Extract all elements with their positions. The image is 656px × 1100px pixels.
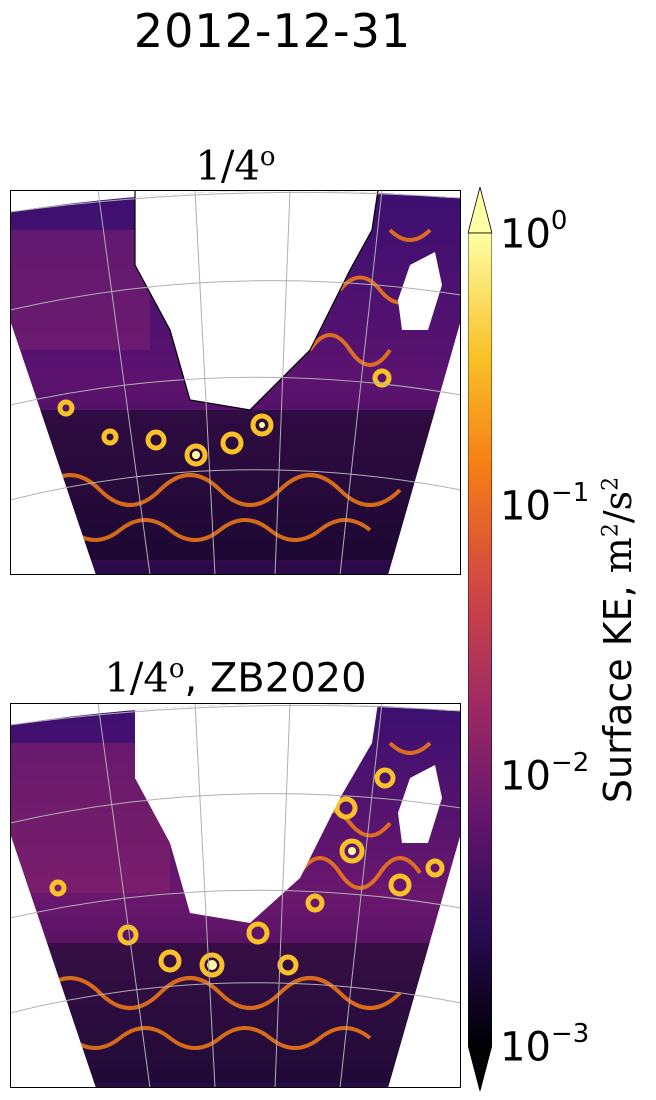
surface-ke-field-2 (10, 703, 461, 1088)
figure-title: 2012-12-31 (133, 4, 412, 58)
colorbar (468, 187, 492, 1091)
colorbar-extend-top (468, 187, 492, 234)
panel-2-title-suffix: , ZB2020 (184, 655, 367, 702)
colorbar-tick-label-1: 10−1 (500, 478, 590, 530)
panel-2-title-sup: o (168, 654, 185, 684)
colorbar-label: Surface KE, m2/s2 (596, 476, 640, 804)
panel-2-title: 1/4o, ZB2020 (10, 654, 461, 701)
colorbar-extend-bottom (468, 1044, 492, 1091)
colorbar-tick-label-2: 10−2 (500, 748, 590, 800)
panel-1-title-sup: o (259, 142, 276, 172)
panel-1-title: 1/4o (10, 142, 461, 189)
panel-2-title-math: 1/4 (104, 655, 169, 702)
map-panel-2 (10, 703, 461, 1088)
colorbar-tick-label-3: 10−3 (500, 1019, 590, 1071)
colorbar-gradient (468, 232, 492, 1046)
surface-ke-field-1 (10, 190, 461, 575)
panel-1-title-math: 1/4 (195, 143, 260, 190)
colorbar-tick-label-0: 100 (500, 206, 568, 258)
map-panel-1 (10, 190, 461, 575)
